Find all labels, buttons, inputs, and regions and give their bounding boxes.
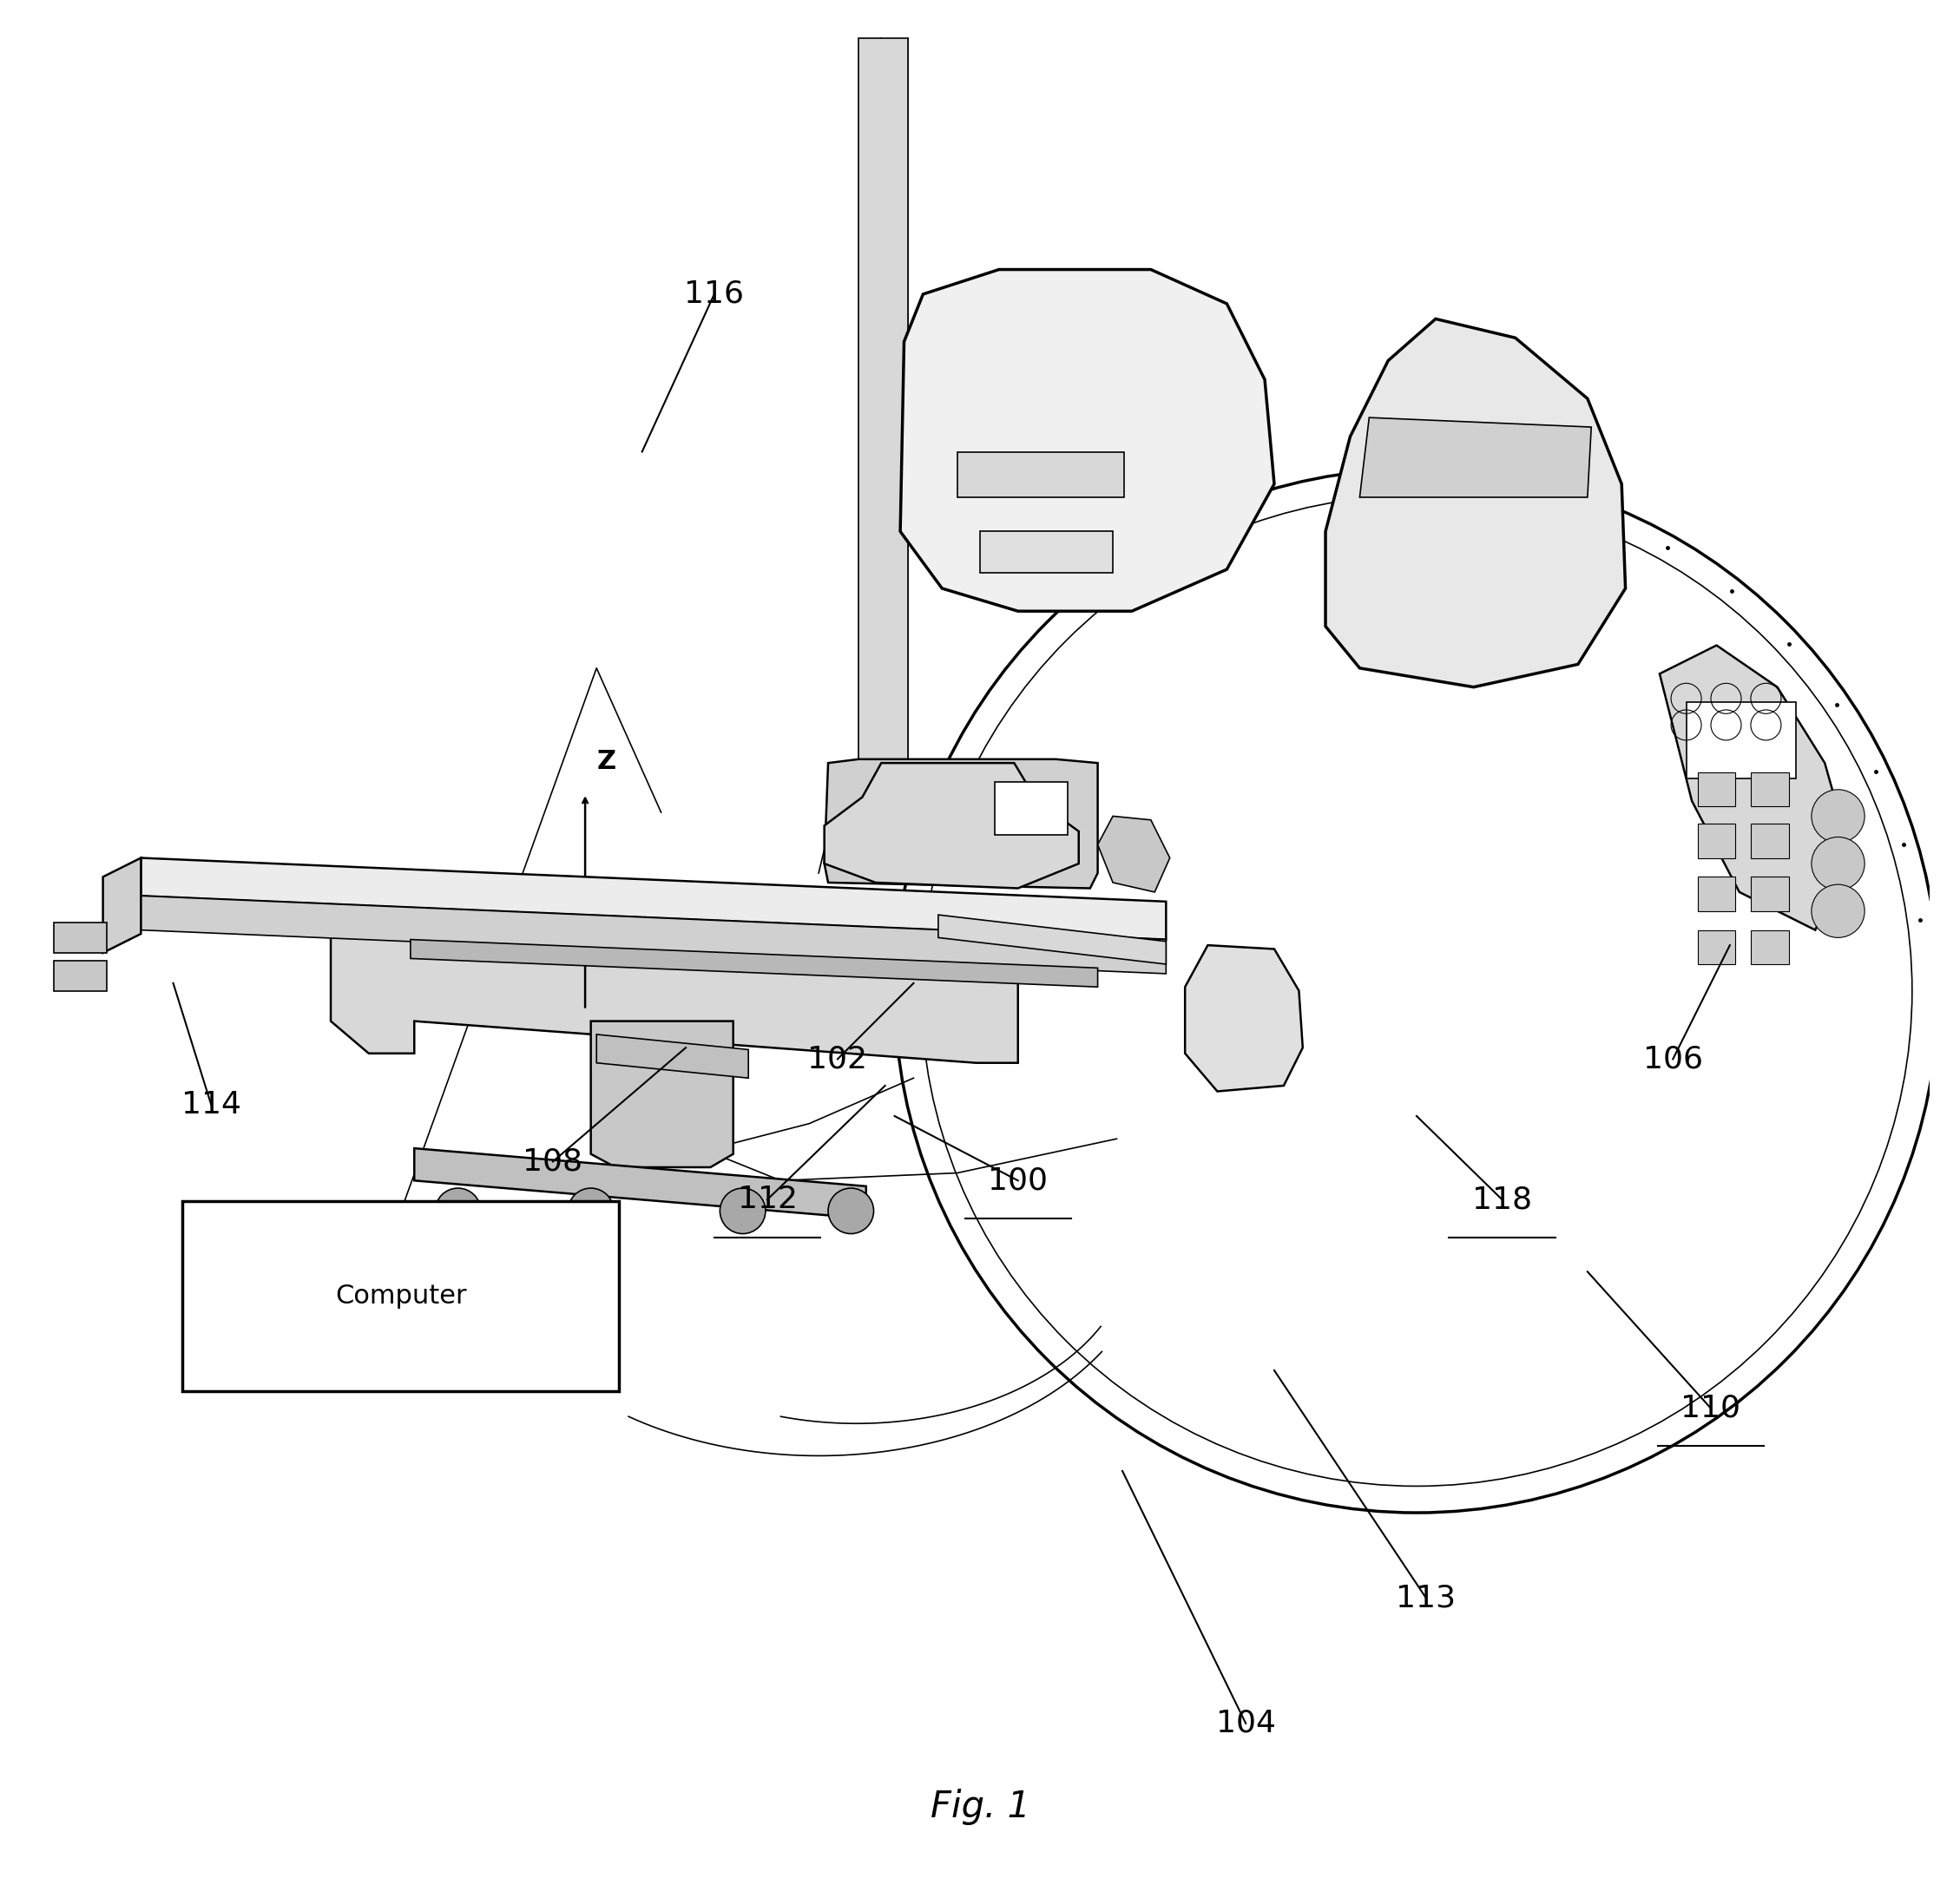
Text: 114: 114 — [180, 1089, 241, 1120]
Text: 118: 118 — [1472, 1184, 1533, 1215]
Circle shape — [435, 1188, 480, 1234]
Circle shape — [568, 1188, 613, 1234]
FancyBboxPatch shape — [53, 922, 106, 953]
Polygon shape — [939, 915, 1166, 964]
FancyBboxPatch shape — [1750, 877, 1789, 911]
Circle shape — [829, 1188, 874, 1234]
FancyBboxPatch shape — [1697, 877, 1735, 911]
Text: 110: 110 — [1682, 1393, 1740, 1424]
Text: 108: 108 — [523, 1146, 582, 1177]
Polygon shape — [956, 452, 1125, 497]
Polygon shape — [980, 531, 1113, 573]
Polygon shape — [825, 759, 1098, 888]
Text: 116: 116 — [684, 279, 745, 309]
FancyBboxPatch shape — [1697, 930, 1735, 964]
Circle shape — [1811, 790, 1864, 843]
Circle shape — [719, 1188, 766, 1234]
Polygon shape — [104, 858, 141, 953]
Polygon shape — [1098, 816, 1170, 892]
Text: 112: 112 — [737, 1184, 798, 1215]
FancyBboxPatch shape — [53, 960, 106, 991]
FancyBboxPatch shape — [182, 1201, 619, 1391]
Polygon shape — [596, 1034, 749, 1078]
Text: Fig. 1: Fig. 1 — [931, 1788, 1029, 1826]
Text: 113: 113 — [1396, 1583, 1456, 1613]
FancyBboxPatch shape — [996, 782, 1068, 835]
FancyBboxPatch shape — [1750, 824, 1789, 858]
Polygon shape — [141, 858, 1166, 940]
Polygon shape — [858, 38, 907, 759]
Circle shape — [1811, 884, 1864, 938]
Text: 104: 104 — [1215, 1708, 1276, 1739]
Text: 100: 100 — [988, 1165, 1049, 1196]
Polygon shape — [414, 1148, 866, 1219]
Polygon shape — [1360, 418, 1592, 497]
FancyBboxPatch shape — [1697, 824, 1735, 858]
Polygon shape — [590, 1021, 733, 1167]
Text: Computer: Computer — [335, 1283, 466, 1310]
Text: X: X — [443, 883, 465, 907]
Text: 102: 102 — [808, 1044, 868, 1074]
FancyBboxPatch shape — [1686, 702, 1795, 778]
Text: Z: Z — [596, 750, 615, 774]
Text: C: C — [592, 894, 608, 913]
Polygon shape — [825, 763, 1078, 888]
Text: Y: Y — [768, 884, 786, 909]
Polygon shape — [331, 896, 1017, 1063]
Polygon shape — [141, 896, 1166, 974]
FancyBboxPatch shape — [1750, 930, 1789, 964]
Text: 106: 106 — [1642, 1044, 1703, 1074]
Polygon shape — [410, 940, 1098, 987]
FancyBboxPatch shape — [1697, 772, 1735, 807]
Polygon shape — [1325, 319, 1625, 687]
Polygon shape — [1186, 945, 1303, 1091]
Circle shape — [1811, 837, 1864, 890]
FancyBboxPatch shape — [1750, 772, 1789, 807]
Polygon shape — [1660, 645, 1850, 930]
Polygon shape — [900, 270, 1274, 611]
